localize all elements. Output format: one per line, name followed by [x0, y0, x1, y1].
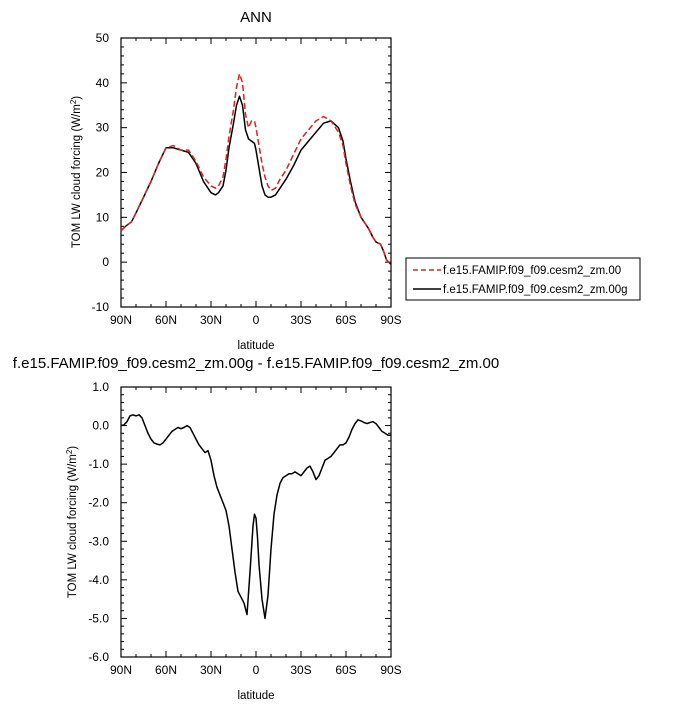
bottom-chart-xlabel: latitude — [237, 690, 274, 702]
x-tick-label: 90S — [380, 313, 401, 327]
legend: f.e15.FAMIP.f09_f09.cesm2_zm.00 f.e15.FA… — [405, 257, 641, 301]
y-tick-label: 20 — [96, 166, 110, 180]
x-tick-label: 90N — [110, 313, 132, 327]
bottom-chart-ylabel-text: TOM LW cloud forcing (W/m — [67, 454, 79, 598]
x-tick-label: 90S — [380, 663, 401, 677]
bottom-chart-title: f.e15.FAMIP.f09_f09.cesm2_zm.00g - f.e15… — [13, 355, 499, 372]
y-tick-label: 30 — [96, 121, 110, 135]
top-chart: ANN 90N 60N 30N 0 30S 60S 90S 50 40 30 20 10 0 -10 la… — [69, 9, 402, 352]
series-line-1 — [120, 414, 391, 620]
x-tick-label: 60N — [155, 313, 177, 327]
x-tick-label: 0 — [253, 313, 260, 327]
x-tick-label: 60S — [335, 663, 356, 677]
y-tick-label: 0.0 — [92, 419, 109, 433]
top-chart-frame — [120, 37, 392, 308]
y-tick-label: -6.0 — [88, 650, 109, 664]
top-chart-ylabel-text: TOM LW cloud forcing (W/m — [71, 104, 83, 248]
x-tick-label: 90N — [110, 663, 132, 677]
x-tick-label: 60S — [335, 313, 356, 327]
x-tick-label: 0 — [253, 663, 260, 677]
y-tick-label: -2.0 — [88, 496, 109, 510]
top-chart-xlabel: latitude — [237, 340, 274, 352]
top-chart-title: ANN — [240, 9, 272, 26]
series-line-2 — [120, 95, 392, 265]
y-tick-label: 50 — [96, 31, 110, 45]
y-tick-label: 0 — [102, 255, 109, 269]
y-tick-label: 1.0 — [92, 380, 109, 394]
x-tick-label: 30S — [290, 663, 311, 677]
x-tick-label: 30S — [290, 313, 311, 327]
bottom-chart-series — [120, 414, 391, 620]
top-chart-ylabel-sup: 2 — [69, 99, 78, 104]
y-tick-label: -1.0 — [88, 457, 109, 471]
legend-label-series-2: f.e15.FAMIP.f09_f09.cesm2_zm.00g — [443, 284, 628, 296]
y-tick-label: -10 — [92, 300, 110, 314]
y-tick-label: 40 — [96, 76, 110, 90]
bottom-chart-ticks: 90N 60N 30N 0 30S 60S 90S 1.0 0.0 -1.0 -2.0 -3.0 -4.… — [88, 380, 401, 677]
y-tick-label: -5.0 — [88, 611, 109, 625]
top-chart-ylabel-close: ) — [71, 96, 83, 100]
top-chart-ylabel: TOM LW cloud forcing (W/m2) — [69, 96, 83, 248]
y-tick-label: -3.0 — [88, 534, 109, 548]
y-tick-label: -4.0 — [88, 573, 109, 587]
x-tick-label: 60N — [155, 663, 177, 677]
x-tick-label: 30N — [200, 663, 222, 677]
bottom-chart-ylabel: TOM LW cloud forcing (W/m2) — [65, 446, 79, 598]
y-tick-label: 10 — [96, 210, 110, 224]
legend-label-series-1: f.e15.FAMIP.f09_f09.cesm2_zm.00 — [443, 265, 621, 277]
bottom-chart-ylabel-sup: 2 — [65, 449, 74, 454]
top-chart-ticks: 90N 60N 30N 0 30S 60S 90S 50 40 30 20 10 0 -10 — [92, 31, 402, 327]
legend-box — [405, 257, 641, 301]
x-tick-label: 30N — [200, 313, 222, 327]
bottom-chart: f.e15.FAMIP.f09_f09.cesm2_zm.00g - f.e15… — [13, 355, 499, 702]
series-line-1 — [120, 73, 392, 265]
bottom-chart-ylabel-close: ) — [67, 446, 79, 450]
top-chart-series — [120, 73, 392, 265]
